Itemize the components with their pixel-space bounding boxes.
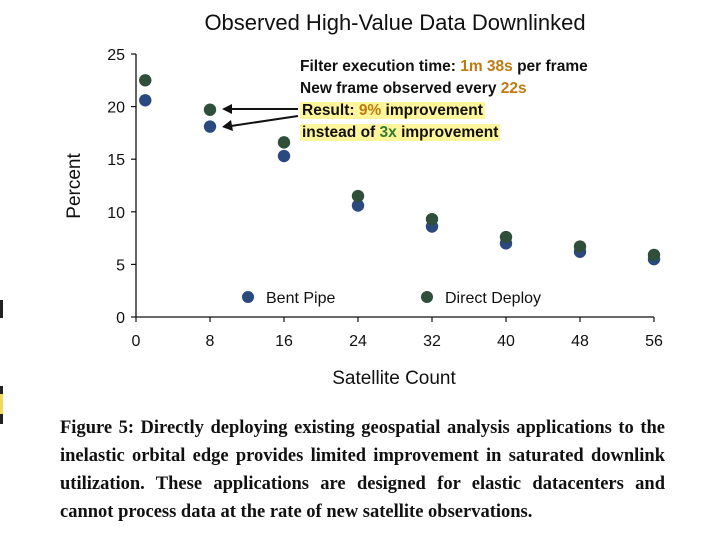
y-tick-label: 0 (116, 310, 125, 327)
legend-label: Direct Deploy (445, 290, 541, 307)
y-tick-label: 5 (116, 257, 125, 274)
y-axis-ticks: 0 5 10 15 20 25 (107, 47, 136, 327)
data-points (139, 74, 661, 266)
annotation-line-3-suffix: improvement (381, 102, 483, 119)
data-point (277, 149, 291, 163)
annotation-box: Filter execution time: 1m 38s per frame … (300, 56, 588, 144)
x-axis-label: Satellite Count (332, 368, 456, 389)
data-point (425, 212, 439, 226)
annotation-line-4-prefix: instead of (302, 124, 380, 141)
annotation-arrowhead-lower (222, 120, 233, 131)
left-edge-highlight (0, 394, 3, 414)
expected-highlight: instead of 3x improvement (300, 124, 501, 141)
data-point (351, 189, 365, 203)
series-direct-deploy (139, 74, 661, 262)
legend: Bent Pipe Direct Deploy (242, 290, 541, 307)
filter-time-value: 1m 38s (460, 58, 513, 75)
legend-marker (421, 291, 433, 303)
chart-title: Observed High-Value Data Downlinked (204, 10, 585, 35)
y-tick-label: 20 (107, 100, 125, 117)
axes (135, 54, 654, 318)
annotation-line-3-prefix: Result: (302, 102, 359, 119)
annotation-arrow-lower (230, 115, 299, 127)
annotation-line-1-suffix: per frame (512, 58, 588, 75)
y-tick-label: 15 (107, 152, 125, 169)
x-tick-label: 56 (645, 333, 663, 350)
x-tick-label: 32 (423, 333, 441, 350)
expected-value: 3x (379, 124, 397, 141)
x-tick-label: 48 (571, 333, 589, 350)
y-axis-label: Percent (64, 153, 85, 219)
data-point (203, 120, 217, 133)
x-axis-ticks: 0 8 16 24 32 40 48 56 (132, 317, 663, 350)
improvement-value: 9% (358, 102, 382, 119)
annotation-arrowhead-upper (222, 104, 232, 114)
data-point (351, 199, 365, 212)
x-tick-label: 8 (206, 333, 215, 350)
result-highlight: Result: 9% improvement (300, 102, 485, 119)
annotation-line-1: Filter execution time: 1m 38s per frame (300, 56, 588, 78)
x-tick-label: 16 (275, 333, 293, 350)
annotation-line-1-prefix: Filter execution time: (300, 58, 461, 75)
x-tick-label: 40 (497, 333, 515, 350)
legend-marker (242, 291, 254, 303)
figure-caption: Figure 5: Directly deploying existing ge… (60, 418, 665, 522)
data-point (139, 94, 152, 107)
data-point (139, 74, 152, 87)
data-point (573, 240, 587, 253)
data-point (203, 103, 217, 116)
y-tick-label: 10 (107, 205, 125, 222)
x-tick-label: 0 (132, 333, 141, 350)
legend-label: Bent Pipe (266, 290, 335, 307)
y-tick-label: 25 (107, 47, 125, 64)
left-edge-mark-top (0, 300, 3, 318)
annotation-arrows (222, 104, 299, 131)
data-point (277, 136, 291, 149)
annotation-line-2: New frame observed every 22s (300, 78, 588, 100)
scatter-chart: Observed High-Value Data Downlinked 0 5 10… (64, 10, 663, 389)
data-point (499, 230, 513, 244)
data-point (647, 248, 661, 262)
x-tick-label: 24 (349, 333, 367, 350)
frame-interval-value: 22s (500, 80, 527, 97)
annotation-line-2-prefix: New frame observed every (300, 80, 501, 97)
annotation-line-4-suffix: improvement (396, 124, 499, 141)
annotation-line-4: instead of 3x improvement (300, 122, 588, 144)
annotation-line-3: Result: 9% improvement (300, 100, 588, 122)
